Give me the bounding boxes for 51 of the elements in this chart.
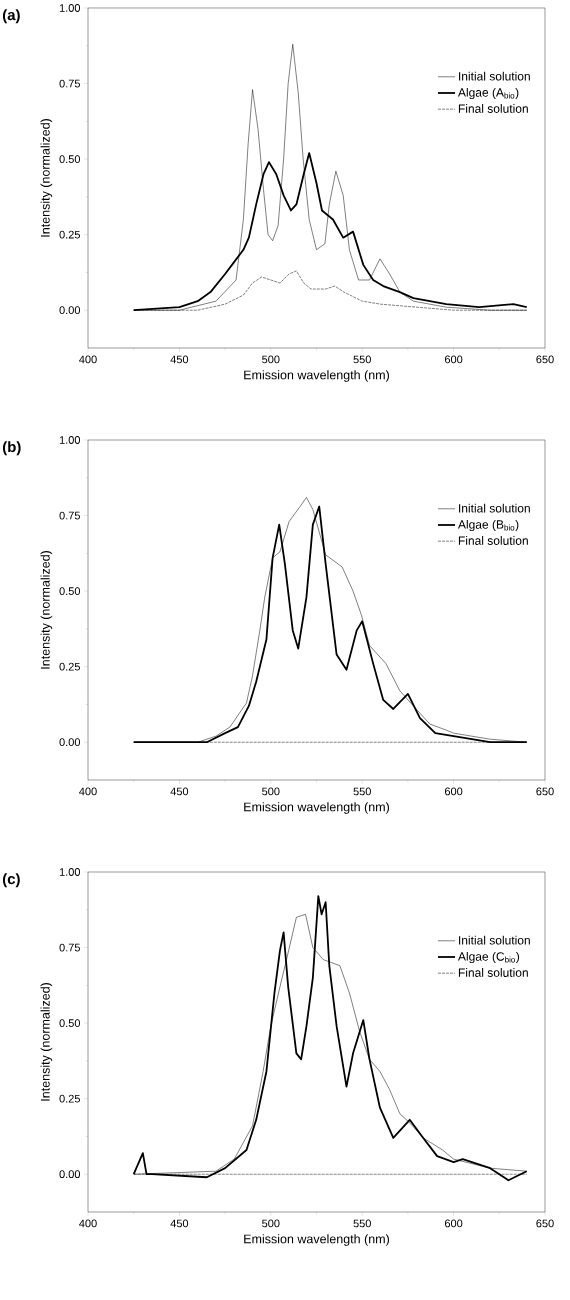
y-tick-label: 0.50 (59, 587, 81, 595)
legend-label: Algae (C$_{bio}$) (457, 951, 520, 964)
legend-label: Algae (A$_{bio}$) (457, 87, 519, 100)
x-tick-label: 450 (170, 787, 189, 796)
y-tick-label: 0.25 (59, 1094, 80, 1103)
x-tick-label: 400 (79, 787, 97, 796)
x-axis-title: Emission wavelength (nm) (244, 370, 389, 382)
y-tick-label: 0.75 (59, 79, 80, 88)
x-tick-label: 450 (170, 1219, 189, 1228)
chart-title: (c) (2, 873, 20, 888)
y-tick-label: 1.00 (59, 4, 81, 12)
y-tick-label: 0.25 (59, 662, 80, 671)
legend-label: Algae (B$_{bio}$) (457, 519, 519, 532)
x-tick-label: 550 (353, 787, 371, 796)
legend-label: Initial solution (459, 503, 530, 513)
y-axis-title: Intensity (normalized) (40, 119, 53, 237)
x-tick-label: 550 (353, 355, 371, 364)
y-axis-title: Intensity (normalized) (40, 551, 53, 669)
x-tick-label: 650 (536, 1219, 554, 1228)
x-tick-label: 500 (262, 355, 280, 364)
y-tick-label: 0.00 (59, 738, 81, 747)
legend-label: Final solution (458, 104, 528, 113)
x-tick-label: 400 (79, 1219, 97, 1228)
chart-title: (a) (2, 9, 20, 24)
y-tick-label: 0.75 (59, 943, 80, 952)
chart-title: (b) (2, 441, 21, 456)
y-tick-label: 0.75 (59, 511, 80, 520)
x-tick-label: 450 (170, 355, 189, 364)
legend-label: Initial solution (459, 71, 530, 81)
y-tick-label: 0.25 (59, 230, 80, 239)
legend-label: Final solution (458, 968, 528, 977)
y-tick-label: 0.50 (59, 1019, 81, 1027)
y-tick-label: 1.00 (59, 868, 81, 876)
y-axis-title: Intensity (normalized) (40, 983, 53, 1101)
x-tick-label: 600 (444, 1219, 463, 1228)
y-tick-label: 0.50 (59, 155, 81, 163)
x-tick-label: 600 (444, 787, 463, 796)
x-tick-label: 600 (444, 355, 463, 364)
x-axis-title: Emission wavelength (nm) (244, 1234, 389, 1246)
legend-label: Initial solution (459, 935, 530, 945)
x-tick-label: 650 (536, 787, 554, 796)
x-tick-label: 500 (262, 1219, 280, 1228)
x-axis-title: Emission wavelength (nm) (244, 802, 389, 814)
x-tick-label: 400 (79, 355, 97, 364)
x-tick-label: 550 (353, 1219, 371, 1228)
y-tick-label: 0.00 (59, 1170, 81, 1179)
y-tick-label: 0.00 (59, 306, 81, 315)
x-tick-label: 650 (536, 355, 554, 364)
y-tick-label: 1.00 (59, 436, 81, 444)
legend-label: Final solution (458, 536, 528, 545)
x-tick-label: 500 (262, 787, 280, 796)
